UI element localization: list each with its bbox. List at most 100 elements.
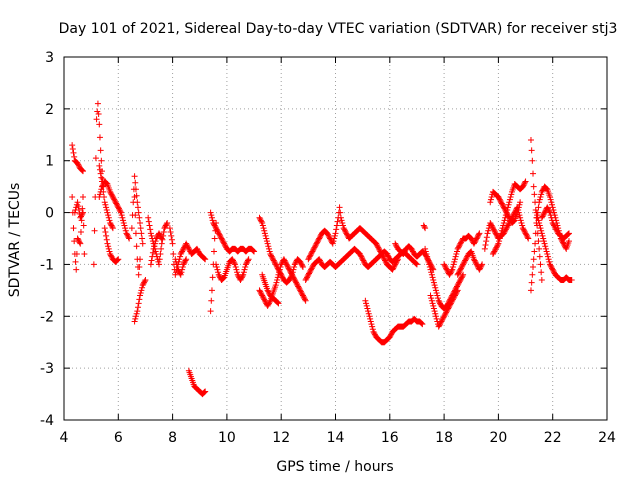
- data-point: [530, 183, 537, 190]
- data-point: [358, 254, 365, 261]
- data-point: [500, 219, 507, 226]
- data-point: [183, 256, 190, 263]
- data-point: [156, 231, 163, 238]
- x-tick-label: 12: [272, 430, 290, 446]
- data-point: [530, 256, 537, 263]
- data-point: [344, 231, 351, 238]
- data-point: [213, 264, 220, 271]
- data-point: [202, 388, 209, 395]
- data-point: [200, 389, 207, 396]
- data-point: [260, 295, 267, 302]
- data-point: [534, 212, 541, 219]
- data-point: [516, 201, 523, 208]
- data-point: [478, 262, 485, 269]
- data-point: [418, 319, 425, 326]
- data-point: [519, 225, 526, 232]
- data-point: [132, 315, 139, 322]
- data-point: [506, 216, 513, 223]
- data-point: [172, 258, 179, 265]
- data-point: [169, 240, 176, 247]
- data-point: [148, 232, 155, 239]
- data-point: [517, 217, 524, 224]
- data-point: [259, 219, 266, 226]
- data-point: [135, 300, 142, 307]
- data-point: [294, 282, 301, 289]
- data-point: [139, 282, 146, 289]
- data-point: [298, 261, 305, 268]
- data-point: [97, 188, 104, 195]
- data-point: [266, 248, 273, 255]
- data-point: [293, 279, 300, 286]
- data-point: [111, 197, 118, 204]
- data-point: [503, 209, 510, 216]
- data-point: [268, 252, 275, 259]
- data-point: [393, 243, 400, 250]
- data-point: [500, 203, 507, 210]
- data-point: [553, 227, 560, 234]
- data-point: [156, 230, 163, 237]
- data-point: [434, 295, 441, 302]
- data-point: [458, 275, 465, 282]
- data-point: [286, 266, 293, 273]
- data-point: [116, 206, 123, 213]
- data-point: [331, 232, 338, 239]
- data-point: [560, 240, 567, 247]
- data-point: [538, 269, 545, 276]
- data-point: [177, 251, 184, 258]
- data-point: [137, 289, 144, 296]
- data-point: [96, 121, 103, 128]
- data-point: [400, 251, 407, 258]
- data-point: [549, 219, 556, 226]
- data-point: [463, 254, 470, 261]
- data-point: [437, 319, 444, 326]
- data-point: [547, 212, 554, 219]
- data-point: [423, 251, 430, 258]
- data-point: [523, 232, 530, 239]
- data-point: [194, 245, 201, 252]
- data-point: [111, 196, 118, 203]
- data-point: [301, 295, 308, 302]
- data-point: [412, 260, 419, 267]
- data-point: [151, 240, 158, 247]
- data-point: [124, 232, 131, 239]
- data-point: [261, 297, 268, 304]
- data-point: [285, 265, 292, 272]
- data-point: [238, 274, 245, 281]
- data-point: [464, 253, 471, 260]
- data-point: [299, 264, 306, 271]
- data-point: [476, 266, 483, 273]
- data-point: [274, 299, 281, 306]
- data-point: [546, 258, 553, 265]
- data-point: [430, 305, 437, 312]
- data-point: [453, 288, 460, 295]
- data-point: [436, 322, 443, 329]
- data-point: [361, 258, 368, 265]
- data-point: [218, 235, 225, 242]
- data-point: [413, 261, 420, 268]
- data-point: [527, 287, 534, 294]
- data-point: [139, 235, 146, 242]
- data-point: [132, 179, 139, 186]
- data-point: [257, 216, 264, 223]
- data-point: [105, 214, 112, 221]
- data-point: [305, 256, 312, 263]
- data-point: [484, 230, 491, 237]
- data-point: [269, 254, 276, 261]
- data-point: [378, 251, 385, 258]
- data-point: [215, 269, 222, 276]
- data-point: [365, 308, 372, 315]
- data-point: [487, 221, 494, 228]
- data-point: [105, 243, 112, 250]
- data-point: [532, 240, 539, 247]
- data-point: [77, 229, 84, 236]
- data-point: [441, 313, 448, 320]
- data-point: [107, 221, 114, 228]
- data-point: [431, 308, 438, 315]
- data-point: [500, 222, 507, 229]
- data-point: [454, 282, 461, 289]
- data-point: [303, 275, 310, 282]
- data-point: [120, 219, 127, 226]
- data-point: [498, 230, 505, 237]
